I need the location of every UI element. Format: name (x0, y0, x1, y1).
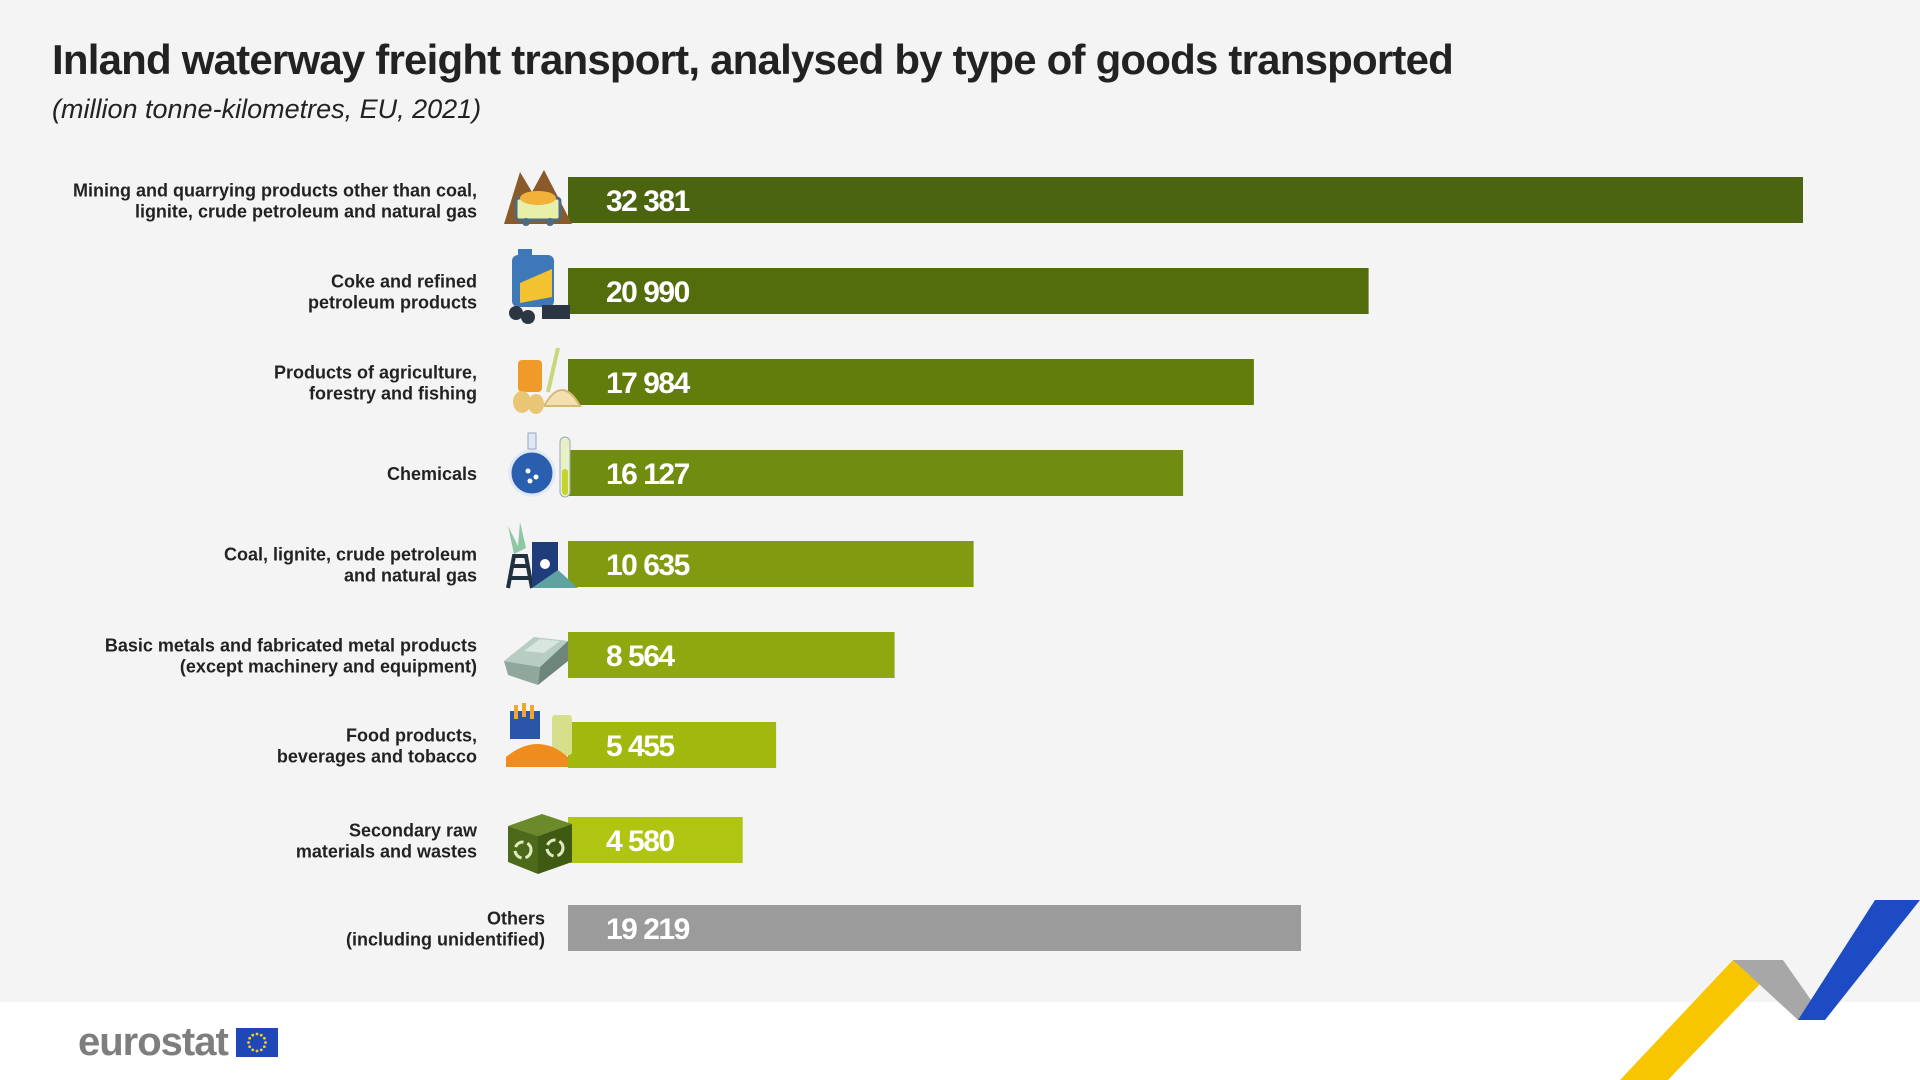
bar-chart: 32 381 Mining and quarrying products othe… (73, 170, 1803, 951)
value-label: 10 635 (606, 549, 690, 582)
bar (568, 359, 1254, 405)
eu-flag-icon (235, 1028, 278, 1057)
mining-icon (504, 170, 572, 226)
category-label: Others (including unidentified) (346, 909, 545, 950)
yellow-ribbon (1620, 960, 1783, 1080)
coke-petroleum-icon (509, 249, 570, 324)
chemicals-icon (508, 432, 571, 498)
logo-text: eurostat (78, 1020, 229, 1064)
coal-oil-icon (506, 522, 578, 589)
decorative-ribbon (1620, 900, 1920, 1080)
agriculture-icon (513, 347, 582, 414)
bar (568, 541, 974, 587)
recycling-icon (508, 814, 572, 874)
bar (568, 905, 1301, 951)
bar (568, 632, 895, 678)
grey-ribbon (1733, 960, 1825, 1020)
category-label: Food products, beverages and tobacco (277, 726, 477, 767)
value-label: 17 984 (606, 367, 691, 400)
metals-icon (504, 637, 568, 685)
category-label: Basic metals and fabricated metal produc… (105, 636, 477, 677)
chart-title: Inland waterway freight transport, analy… (52, 36, 1454, 83)
chart-subtitle: (million tonne-kilometres, EU, 2021) (52, 94, 482, 124)
bar (568, 817, 743, 863)
food-icon (506, 703, 572, 767)
category-label: Mining and quarrying products other than… (73, 181, 477, 222)
bar (568, 722, 777, 768)
value-label: 20 990 (606, 276, 690, 309)
value-label: 4 580 (606, 825, 674, 858)
bar (568, 268, 1369, 314)
blue-ribbon (1798, 900, 1920, 1020)
value-label: 19 219 (606, 913, 690, 946)
value-label: 32 381 (606, 185, 690, 218)
bar (568, 177, 1803, 223)
value-label: 5 455 (606, 730, 674, 763)
category-label: Secondary raw materials and wastes (296, 821, 478, 862)
footer (0, 1002, 1920, 1080)
category-label: Coal, lignite, crude petroleum and natura… (224, 545, 477, 586)
category-label: Chemicals (387, 464, 477, 484)
category-label: Coke and refined petroleum products (308, 272, 477, 313)
bar (568, 450, 1184, 496)
value-label: 8 564 (606, 640, 675, 673)
value-label: 16 127 (606, 458, 690, 491)
eurostat-logo: eurostat (78, 1020, 278, 1065)
category-label: Products of agriculture, forestry and fis… (274, 363, 477, 404)
